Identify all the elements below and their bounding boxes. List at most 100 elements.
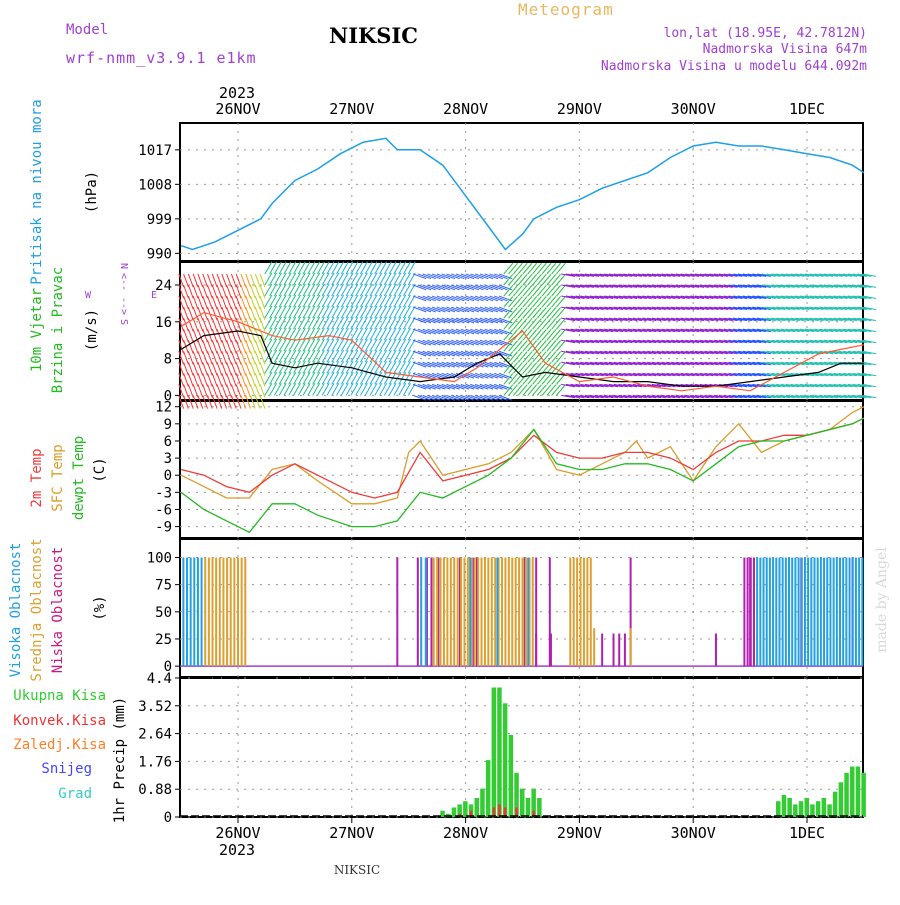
wind-barb: [766, 339, 781, 344]
wind-barb: [819, 317, 834, 322]
wind-barb: [312, 272, 321, 286]
wind-barb: [718, 306, 733, 310]
wind-barb: [780, 295, 795, 299]
wind-barb: [651, 394, 666, 399]
wind-barb: [642, 339, 657, 344]
wind-barb: [694, 350, 709, 355]
wind-barb: [580, 383, 595, 388]
precip-bar-total: [502, 703, 508, 817]
wind-barb: [742, 394, 757, 399]
wind-barb: [513, 318, 523, 330]
wind-barb: [580, 350, 595, 355]
wind-barb: [360, 283, 368, 297]
wind-barb: [575, 328, 590, 333]
wind-barb: [350, 360, 359, 374]
wind-barb: [465, 273, 479, 280]
wind-barb: [326, 283, 335, 297]
wind-barb: [503, 318, 514, 330]
wind-barb: [570, 317, 585, 322]
wind-barb: [742, 284, 757, 288]
wind-barb: [671, 328, 685, 333]
wind-barb: [752, 328, 767, 333]
wind-barb: [565, 372, 580, 377]
wind-barb: [795, 339, 810, 344]
wind-barb: [513, 273, 523, 286]
wind-barb: [599, 306, 614, 310]
wind-barb: [651, 273, 666, 277]
wind-barb: [680, 328, 695, 333]
wind-barb: [704, 295, 719, 299]
wind-barb: [704, 350, 719, 355]
wind-barb: [427, 306, 441, 313]
wind-barb: [594, 284, 609, 288]
wind-barb: [503, 373, 514, 385]
wind-barb: [513, 362, 523, 374]
wind-barb: [412, 339, 427, 346]
wind-barb: [489, 317, 503, 324]
precip-bars: [180, 687, 866, 818]
wind-barb: [283, 316, 292, 330]
wind-barb: [474, 328, 489, 335]
wind-barb: [795, 383, 810, 388]
wind-barb: [436, 317, 451, 324]
wind-barb: [666, 350, 681, 355]
cloud-bars: [180, 557, 864, 667]
wind-barb: [795, 317, 810, 322]
wind-barb: [403, 272, 411, 286]
precip-bar-total: [491, 687, 497, 817]
wind-barb: [637, 317, 652, 322]
wind-barb: [613, 273, 628, 277]
wind-barb: [297, 316, 306, 330]
wind-barb: [207, 362, 213, 376]
wind-barb: [226, 373, 232, 387]
wind-barb: [833, 328, 848, 333]
wind-barb: [211, 317, 218, 332]
wind-barb: [809, 339, 824, 344]
wind-barb: [570, 295, 585, 299]
wind-barb: [340, 383, 349, 396]
wind-barb: [283, 383, 292, 396]
wind-barb: [316, 371, 325, 385]
wind-barb: [623, 394, 638, 399]
wind-barb: [293, 371, 301, 385]
wind-barb: [628, 317, 642, 322]
wind-barb: [340, 349, 349, 363]
wind-barb: [326, 349, 335, 363]
wind-barb: [407, 305, 416, 319]
wind-barb: [446, 372, 460, 379]
wind-barb: [503, 329, 514, 341]
wind-barb: [187, 273, 194, 288]
wind-barb: [427, 295, 441, 302]
wind-barb: [436, 328, 451, 335]
wind-barb: [455, 328, 470, 335]
wind-barb: [828, 339, 843, 344]
wind-barb: [647, 350, 662, 355]
wind-barb: [613, 295, 628, 299]
ytick-label: 0: [164, 468, 172, 484]
wind-barb: [235, 351, 242, 365]
wind-barb: [728, 306, 743, 310]
wind-barb: [240, 340, 247, 354]
wind-barb: [273, 294, 282, 308]
wind-barb: [795, 306, 810, 310]
wind-barb: [699, 295, 714, 299]
wind-barb: [809, 317, 824, 322]
wind-barb: [761, 306, 776, 310]
wind-barb: [470, 372, 484, 379]
wind-barb: [216, 395, 223, 409]
wind-barb: [575, 372, 590, 377]
wind-barb: [230, 295, 237, 310]
wind-barb: [718, 328, 733, 333]
wind-barb: [723, 328, 738, 333]
wind-barb: [532, 273, 542, 286]
precip-bar-total: [838, 782, 844, 818]
wind-barb: [316, 349, 325, 363]
ytick-label: 1008: [138, 177, 172, 193]
precip-bar-conv: [492, 807, 496, 817]
wind-barb: [628, 361, 642, 366]
precip-bar-total: [832, 791, 838, 817]
wind-barb: [857, 372, 872, 377]
wind-barb: [307, 305, 316, 319]
wind-barb: [254, 317, 261, 332]
wind-barb: [585, 273, 599, 277]
